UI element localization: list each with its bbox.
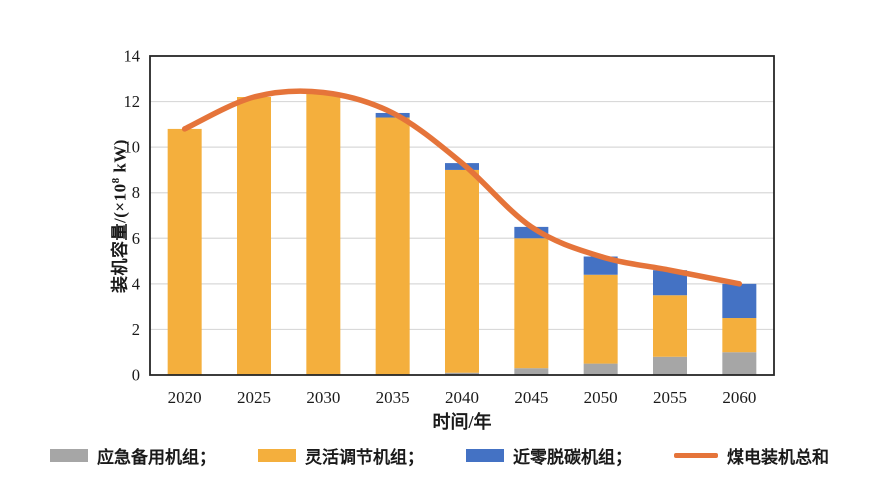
legend-item-3: 煤电装机总和	[674, 443, 829, 468]
legend-swatch-line-3	[674, 453, 718, 458]
y-tick-label-6: 6	[132, 229, 140, 248]
bar-segment-应急备用机组-2060	[722, 352, 757, 375]
bar-segment-灵活调节机组-2045	[514, 238, 549, 369]
x-tick-label-2040: 2040	[445, 388, 479, 407]
bar-segment-近零脱碳机组-2045	[514, 226, 549, 239]
y-axis-title-unit: kW)	[110, 139, 130, 178]
bar-segment-灵活调节机组-2055	[653, 295, 687, 357]
legend-swatch-rect-0	[50, 449, 88, 462]
bar-segment-近零脱碳机组-2060	[722, 283, 757, 319]
legend-label-3: 煤电装机总和	[727, 448, 829, 467]
y-tick-label-8: 8	[132, 183, 140, 202]
total-line-煤电装机总和	[181, 88, 743, 287]
x-tick-label-2020: 2020	[168, 388, 202, 407]
x-tick-label-2050: 2050	[584, 388, 618, 407]
x-tick-label-2035: 2035	[376, 388, 410, 407]
bar-segment-应急备用机组-2040	[445, 372, 479, 375]
bar-segment-应急备用机组-2050	[583, 363, 618, 375]
y-axis-title: 装机容量/(×108 kW)	[106, 139, 131, 293]
bar-segment-灵活调节机组-2030	[306, 92, 341, 375]
x-tick-label-2055: 2055	[653, 388, 687, 407]
x-tick-label-2045: 2045	[514, 388, 548, 407]
bar-segment-灵活调节机组-2060	[722, 318, 757, 353]
y-tick-label-10: 10	[124, 138, 141, 157]
plot-border	[149, 55, 775, 376]
legend-label-0: 应急备用机组；	[97, 448, 216, 467]
y-tick-label-0: 0	[132, 366, 140, 385]
legend-label-1: 灵活调节机组；	[305, 448, 424, 467]
bar-segment-灵活调节机组-2025	[237, 97, 271, 375]
bar-segment-灵活调节机组-2040	[445, 169, 479, 373]
legend-swatch-rect-1	[258, 449, 296, 462]
chart-legend: 应急备用机组； 灵活调节机组； 近零脱碳机组； 煤电装机总和	[0, 443, 879, 468]
bar-segment-应急备用机组-2045	[514, 368, 549, 375]
legend-swatch-rect-2	[466, 449, 504, 462]
legend-item-1: 灵活调节机组；	[258, 443, 424, 468]
bar-segment-灵活调节机组-2050	[583, 274, 618, 364]
y-tick-label-14: 14	[124, 47, 141, 66]
x-tick-label-2030: 2030	[306, 388, 340, 407]
legend-label-2: 近零脱碳机组；	[513, 448, 632, 467]
x-tick-label-2025: 2025	[237, 388, 271, 407]
bar-segment-灵活调节机组-2020	[167, 128, 202, 375]
x-tick-label-2060: 2060	[722, 388, 756, 407]
y-axis-title-superscript: 8	[109, 177, 122, 184]
y-tick-label-4: 4	[132, 274, 140, 293]
legend-item-0: 应急备用机组；	[50, 443, 216, 468]
legend-item-2: 近零脱碳机组；	[466, 443, 632, 468]
y-axis-title-text: 装机容量/(×10	[110, 183, 130, 293]
bar-segment-应急备用机组-2055	[653, 356, 687, 375]
bar-segment-灵活调节机组-2035	[375, 117, 410, 376]
x-axis-title: 时间/年	[432, 412, 492, 432]
y-tick-label-12: 12	[124, 92, 141, 111]
y-tick-label-2: 2	[132, 320, 140, 339]
